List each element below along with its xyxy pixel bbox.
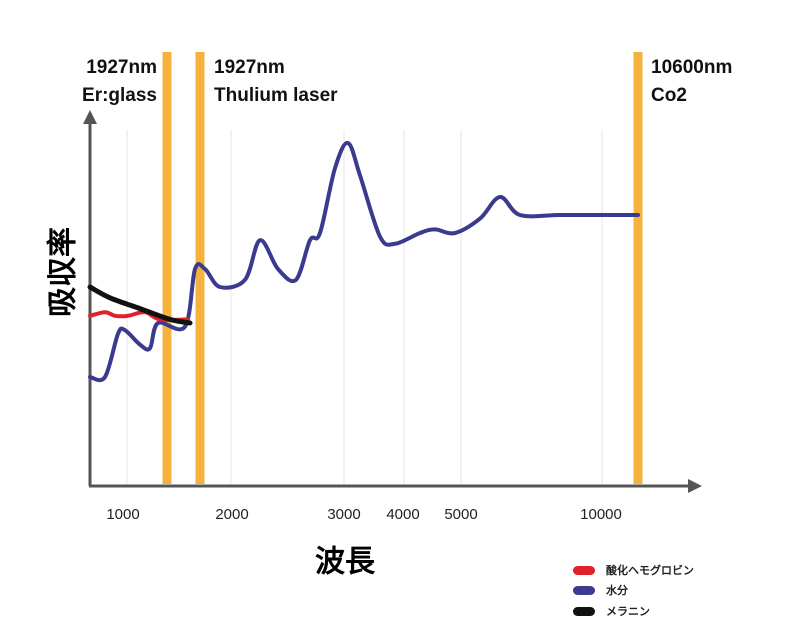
axes — [83, 110, 702, 493]
x-tick-label: 3000 — [327, 506, 360, 523]
legend-label: 酸化ヘモグロビン — [606, 563, 694, 577]
x-tick-label: 1000 — [106, 506, 139, 523]
x-axis-arrow — [688, 479, 702, 493]
marker-label-co2-name: Co2 — [651, 85, 687, 106]
series-line-0 — [88, 310, 190, 322]
x-tick-label: 5000 — [444, 506, 477, 523]
x-tick-labels: 1000 2000 3000 4000 5000 10000 — [106, 506, 622, 523]
gridlines — [126, 130, 603, 484]
marker-bar-er — [162, 52, 172, 484]
legend-label: メラニン — [606, 605, 650, 618]
x-axis-title: 波長 — [315, 545, 376, 580]
marker-bar-thulium — [195, 52, 205, 484]
series-line-2 — [87, 284, 193, 326]
x-tick-label: 4000 — [386, 506, 419, 523]
marker-label-er-wavelength: 1927nm — [86, 57, 157, 78]
marker-label-er-name: Er:glass — [82, 85, 157, 106]
x-tick-label: 2000 — [215, 506, 248, 523]
x-tick-label: 10000 — [580, 506, 622, 523]
wavelength-markers — [162, 52, 643, 484]
legend-swatch — [573, 586, 595, 595]
series-line-1 — [88, 141, 640, 383]
data-series — [87, 141, 640, 383]
marker-bar-co2 — [633, 52, 643, 484]
marker-label-thulium-wavelength: 1927nm — [214, 57, 285, 78]
y-axis-arrow — [83, 110, 97, 124]
marker-labels: 1927nm Er:glass 1927nm Thulium laser 10600nm… — [82, 57, 732, 106]
legend-label: 水分 — [606, 583, 628, 597]
legend-swatch — [573, 566, 595, 575]
y-axis-title: 吸収率 — [46, 227, 81, 317]
marker-label-thulium-name: Thulium laser — [214, 85, 338, 106]
marker-label-co2-wavelength: 10600nm — [651, 57, 732, 78]
legend-swatch — [573, 607, 595, 616]
